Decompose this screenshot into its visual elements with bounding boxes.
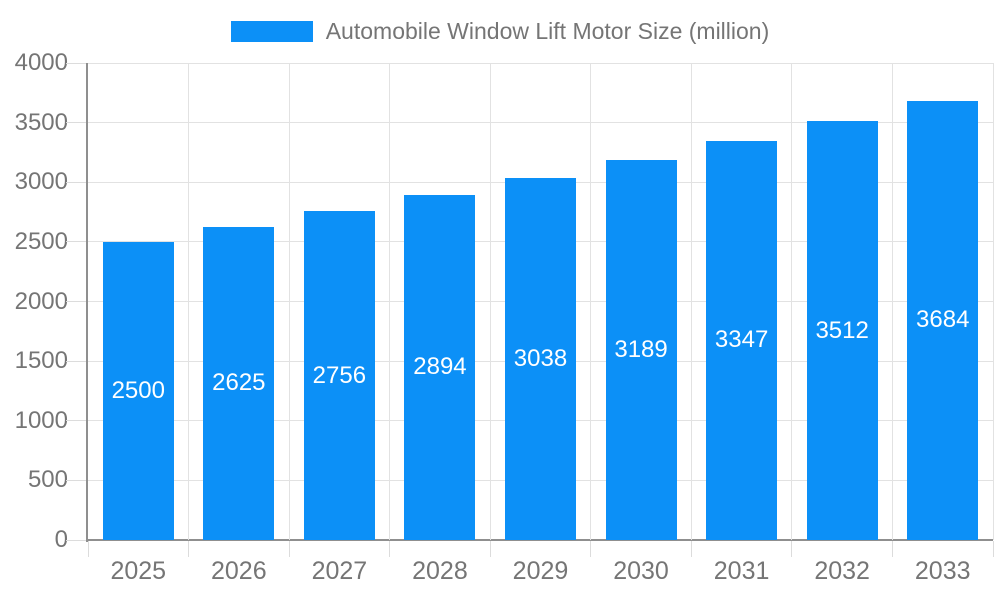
bar: 3684 — [907, 100, 979, 540]
x-grid-line — [188, 63, 190, 540]
x-grid-line — [992, 63, 994, 540]
y-axis-label: 1500 — [14, 347, 68, 375]
plot-area: 2500 2025 2625 2026 2756 2027 2894 2028 3038 2029… — [66, 62, 994, 585]
y-tick-mark — [66, 241, 86, 243]
x-grid-line — [489, 63, 491, 540]
y-tick-mark — [66, 181, 86, 183]
bar: 2625 — [203, 226, 275, 540]
x-grid-line — [590, 63, 592, 540]
bar-value-label: 3684 — [916, 306, 970, 334]
x-tick-mark — [590, 541, 592, 557]
x-tick-mark — [87, 541, 89, 557]
bar-value-label: 2625 — [212, 369, 266, 397]
bar-value-label: 3189 — [614, 335, 668, 363]
y-axis-label: 3500 — [14, 108, 68, 136]
legend-color-chip[interactable] — [230, 21, 313, 42]
x-tick-mark — [288, 541, 290, 557]
y-tick-mark — [66, 122, 86, 124]
y-axis-label: 4000 — [14, 49, 68, 76]
x-grid-line — [690, 63, 692, 540]
bar-value-label: 2756 — [312, 361, 367, 389]
x-tick-mark — [690, 541, 692, 557]
y-grid-line — [88, 122, 993, 124]
bar: 3512 — [806, 121, 878, 540]
y-tick-mark — [66, 301, 86, 302]
bar: 2756 — [303, 211, 375, 540]
y-axis-label: 0 — [54, 526, 68, 553]
x-tick-mark — [891, 541, 893, 557]
y-grid-line — [88, 62, 993, 64]
x-tick-mark — [389, 541, 391, 557]
y-tick-mark — [66, 539, 86, 541]
legend-series-label[interactable]: Automobile Window Lift Motor Size (milli… — [325, 18, 770, 44]
x-tick-mark — [489, 541, 491, 557]
x-axis-label: 2027 — [311, 557, 368, 585]
y-axis-label: 3000 — [14, 168, 68, 196]
bar-value-label: 2894 — [413, 353, 467, 381]
x-axis-label: 2029 — [512, 557, 569, 585]
x-tick-mark — [791, 541, 793, 557]
y-tick-mark — [66, 420, 86, 422]
bar: 2500 — [102, 241, 174, 540]
x-axis-label: 2033 — [914, 557, 971, 585]
y-axis-label: 1000 — [14, 406, 68, 434]
bar: 3347 — [706, 140, 778, 540]
x-tick-mark — [188, 541, 190, 557]
x-tick-mark — [992, 541, 994, 557]
y-tick-mark — [66, 360, 86, 362]
bar: 2894 — [404, 194, 476, 540]
bar-value-label: 3347 — [714, 326, 769, 354]
bar: 3038 — [505, 177, 576, 540]
bar: 3189 — [605, 159, 677, 540]
x-grid-line — [791, 63, 793, 540]
x-grid-line — [389, 63, 391, 540]
y-axis-label: 2000 — [14, 287, 68, 315]
x-axis-label: 2026 — [211, 557, 267, 585]
y-axis-label: 2500 — [14, 227, 68, 255]
x-axis-label: 2031 — [713, 557, 770, 585]
y-tick-mark — [66, 62, 86, 64]
legend: Automobile Window Lift Motor Size (milli… — [0, 18, 1000, 45]
y-tick-mark — [66, 479, 86, 481]
y-axis-labels: 0 500 1000 1500 2000 2500 3000 3500 4000 — [0, 49, 68, 553]
x-axis-label: 2028 — [412, 557, 468, 585]
x-axis-label: 2030 — [613, 557, 669, 585]
bar-value-label: 2500 — [111, 376, 165, 404]
y-axis-label: 500 — [27, 466, 68, 494]
y-axis-line — [86, 63, 88, 542]
x-grid-line — [288, 63, 290, 540]
x-axis-label: 2025 — [110, 557, 167, 585]
bar-value-label: 3512 — [815, 316, 869, 344]
x-axis-label: 2032 — [814, 557, 870, 585]
x-axis-line — [86, 539, 993, 541]
x-grid-line — [891, 63, 893, 540]
bar-value-label: 3038 — [513, 344, 568, 372]
